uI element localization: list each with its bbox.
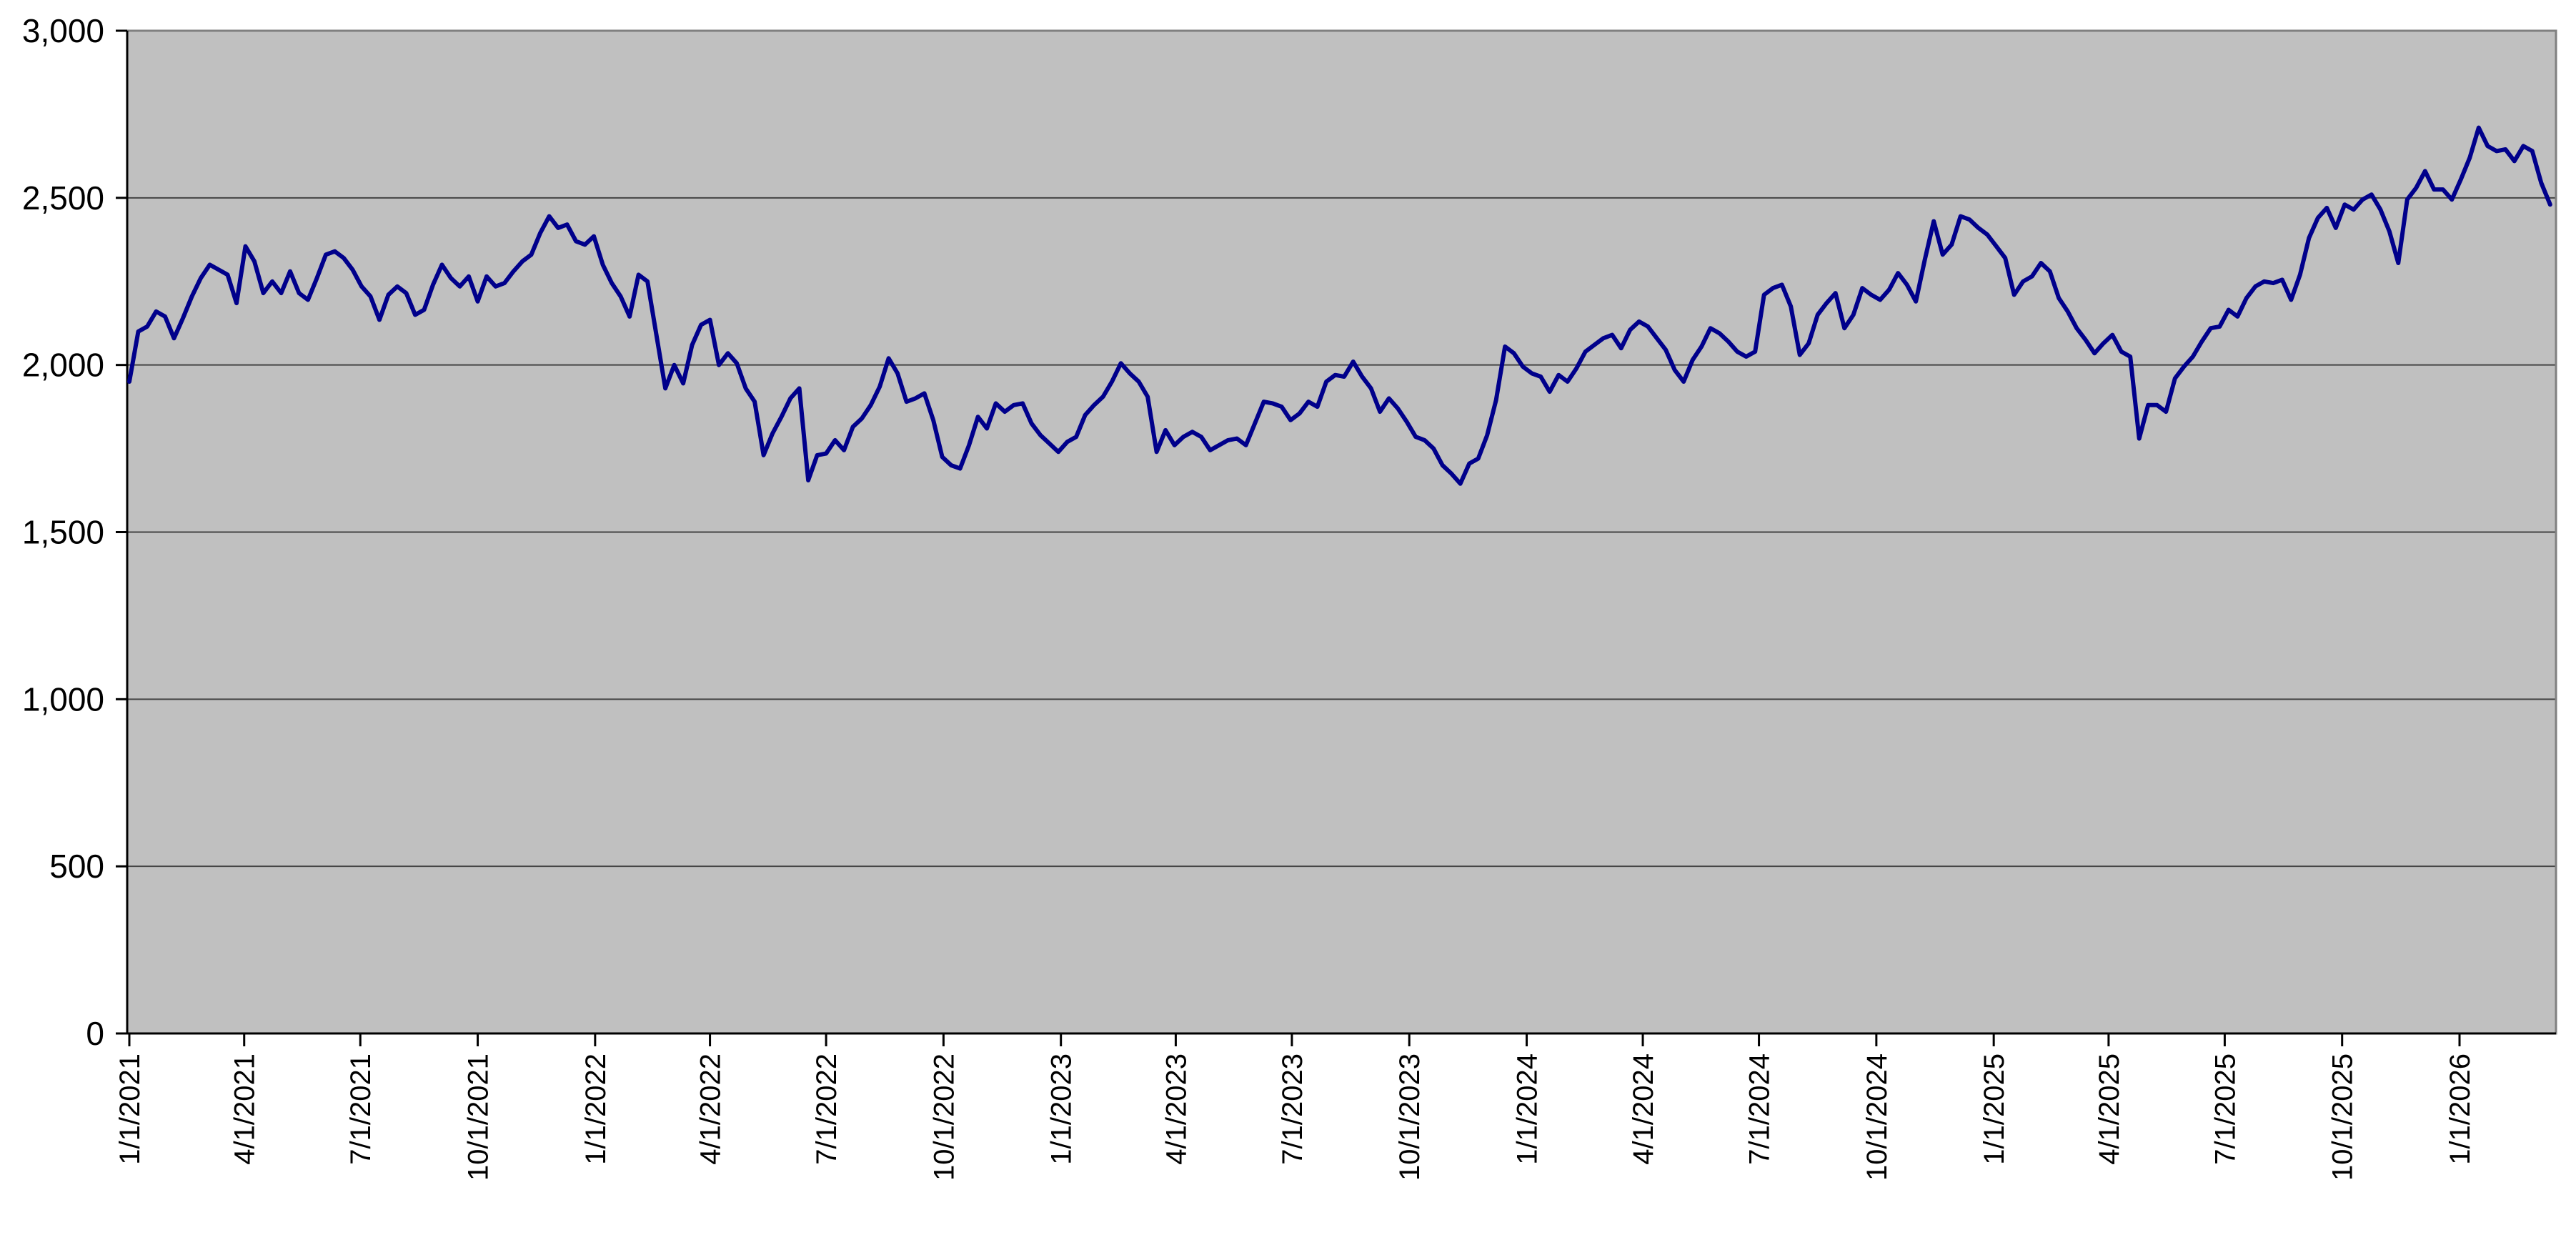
x-tick-label: 7/1/2025 [2209,1053,2241,1165]
x-tick-label: 7/1/2022 [811,1053,842,1165]
x-tick-label: 10/1/2021 [463,1053,494,1181]
x-tick-label: 7/1/2024 [1744,1053,1776,1165]
x-tick-label: 7/1/2021 [345,1053,377,1165]
data-line [127,125,2552,486]
x-tick-label: 1/1/2026 [2445,1053,2476,1165]
x-tick-label: 4/1/2024 [1628,1053,1659,1165]
x-tick-label: 1/1/2023 [1046,1053,1078,1165]
y-tick-label: 500 [49,848,104,885]
x-tick-label: 10/1/2025 [2327,1053,2359,1181]
x-tick-label: 1/1/2021 [114,1053,146,1165]
y-tick-label: 3,000 [22,12,104,49]
x-tick-label: 10/1/2022 [928,1053,960,1181]
x-tick-label: 4/1/2022 [695,1053,727,1165]
y-tick-label: 2,000 [22,347,104,384]
x-tick-label: 4/1/2023 [1160,1053,1192,1165]
x-tick-label: 10/1/2023 [1394,1053,1426,1181]
x-tick-label: 1/1/2022 [580,1053,612,1165]
x-tick-label: 7/1/2023 [1277,1053,1308,1165]
x-tick-label: 1/1/2025 [1979,1053,2010,1165]
y-tick-label: 1,500 [22,514,104,551]
x-tick-label: 1/1/2024 [1512,1053,1543,1165]
y-tick-label: 1,000 [22,680,104,718]
x-tick-label: 4/1/2025 [2094,1053,2125,1165]
y-tick-label: 0 [86,1015,104,1052]
x-tick-label: 4/1/2021 [229,1053,261,1165]
y-tick-label: 2,500 [22,179,104,217]
x-tick-label: 10/1/2024 [1861,1053,1893,1181]
